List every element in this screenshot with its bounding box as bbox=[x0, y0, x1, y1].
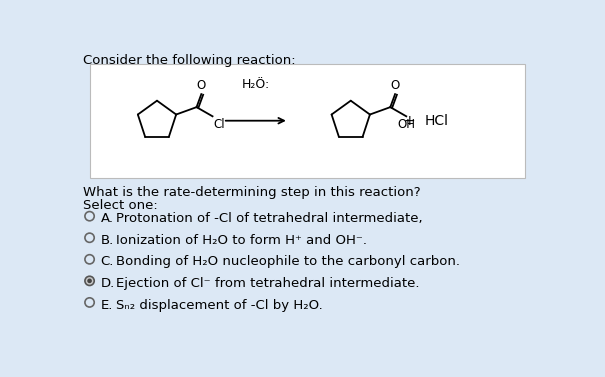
Text: E.: E. bbox=[100, 299, 113, 311]
Text: OH: OH bbox=[397, 118, 415, 131]
Text: O: O bbox=[197, 79, 206, 92]
Text: A.: A. bbox=[100, 212, 113, 225]
Text: What is the rate-determining step in this reaction?: What is the rate-determining step in thi… bbox=[83, 186, 421, 199]
Text: Bonding of H₂O nucleophile to the carbonyl carbon.: Bonding of H₂O nucleophile to the carbon… bbox=[116, 256, 460, 268]
Text: HCl: HCl bbox=[424, 114, 448, 128]
Circle shape bbox=[87, 279, 92, 283]
Text: D.: D. bbox=[100, 277, 115, 290]
Text: B.: B. bbox=[100, 234, 114, 247]
Text: Ionization of H₂O to form H⁺ and OH⁻.: Ionization of H₂O to form H⁺ and OH⁻. bbox=[116, 234, 367, 247]
Text: H₂Ö:: H₂Ö: bbox=[241, 78, 270, 92]
Text: Cl: Cl bbox=[214, 118, 225, 131]
Text: C.: C. bbox=[100, 256, 114, 268]
FancyBboxPatch shape bbox=[90, 64, 525, 178]
Text: O: O bbox=[390, 79, 400, 92]
Text: Sₙ₂ displacement of -Cl by H₂O.: Sₙ₂ displacement of -Cl by H₂O. bbox=[116, 299, 322, 311]
Text: Protonation of -Cl of tetrahedral intermediate,: Protonation of -Cl of tetrahedral interm… bbox=[116, 212, 422, 225]
Circle shape bbox=[85, 276, 94, 285]
Text: +: + bbox=[403, 114, 414, 128]
FancyArrowPatch shape bbox=[226, 118, 284, 124]
Text: Select one:: Select one: bbox=[83, 199, 158, 212]
Text: Ejection of Cl⁻ from tetrahedral intermediate.: Ejection of Cl⁻ from tetrahedral interme… bbox=[116, 277, 419, 290]
Text: Consider the following reaction:: Consider the following reaction: bbox=[83, 54, 296, 67]
